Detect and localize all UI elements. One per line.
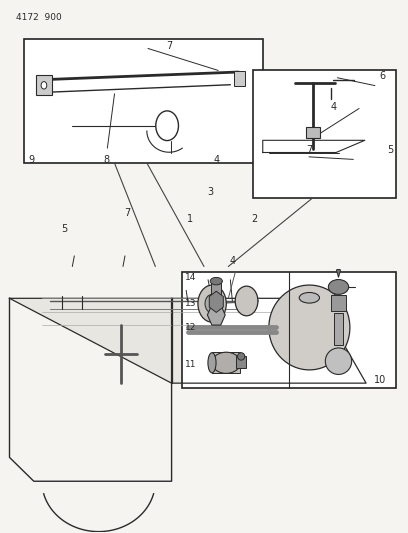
Bar	[212, 352, 240, 374]
Text: 4: 4	[229, 256, 235, 266]
Circle shape	[156, 111, 178, 141]
Text: 13: 13	[184, 299, 196, 308]
Text: 12: 12	[184, 323, 196, 332]
Ellipse shape	[269, 285, 350, 370]
Circle shape	[205, 294, 219, 313]
Bar	[36, 75, 52, 95]
Circle shape	[235, 286, 258, 316]
Text: 7: 7	[124, 208, 130, 219]
Text: 11: 11	[184, 360, 196, 369]
Text: 4: 4	[330, 102, 337, 112]
Bar	[182, 272, 397, 389]
Text: 4: 4	[213, 156, 219, 165]
Ellipse shape	[212, 352, 240, 374]
Text: 14: 14	[184, 272, 196, 281]
Bar	[306, 127, 320, 138]
Text: 7: 7	[306, 145, 313, 155]
Text: 9: 9	[29, 156, 35, 165]
Text: 3: 3	[207, 187, 213, 197]
Wedge shape	[337, 270, 341, 277]
Polygon shape	[9, 298, 366, 383]
Ellipse shape	[328, 279, 348, 294]
Ellipse shape	[208, 353, 216, 373]
Bar	[335, 313, 343, 345]
Text: 2: 2	[251, 214, 258, 224]
Circle shape	[41, 82, 47, 89]
Circle shape	[198, 285, 226, 322]
Bar	[331, 295, 346, 311]
Bar	[236, 357, 246, 368]
Bar	[24, 38, 263, 163]
Text: 8: 8	[104, 156, 110, 165]
Ellipse shape	[210, 277, 222, 285]
Text: 6: 6	[379, 70, 386, 80]
Text: 5: 5	[387, 145, 394, 155]
Bar	[253, 70, 397, 198]
Ellipse shape	[299, 293, 319, 303]
Bar	[234, 71, 244, 86]
Bar	[211, 281, 221, 304]
Text: 5: 5	[61, 224, 67, 235]
Text: 10: 10	[374, 375, 386, 385]
Text: 4172  900: 4172 900	[16, 13, 61, 22]
Ellipse shape	[325, 348, 352, 375]
Ellipse shape	[237, 353, 245, 360]
Text: 7: 7	[166, 42, 173, 52]
Text: 1: 1	[187, 214, 193, 224]
